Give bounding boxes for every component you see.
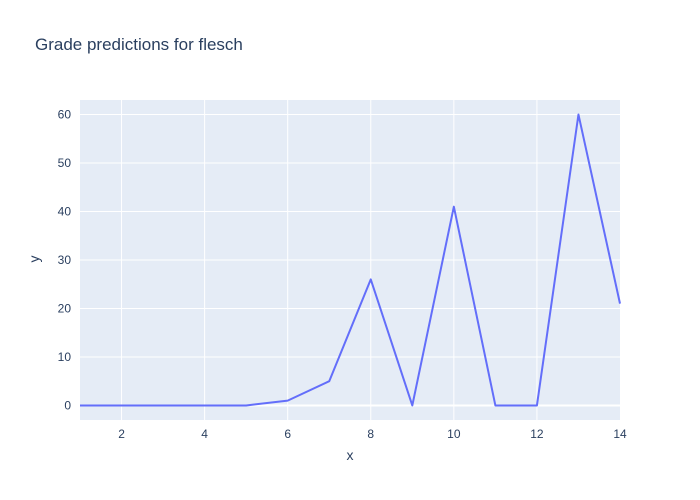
y-tick-label: 40 (58, 205, 72, 219)
series-layer (80, 113, 621, 407)
series-line-0 (80, 113, 621, 407)
y-tick-label: 60 (58, 108, 72, 122)
x-tick-label: 14 (613, 427, 627, 441)
x-tick-label: 4 (201, 427, 208, 441)
y-tick-labels: 0 10 20 30 40 50 60 (58, 108, 72, 413)
x-tick-label: 8 (367, 427, 374, 441)
chart-title: Grade predictions for flesch (35, 35, 243, 54)
x-tick-label: 12 (530, 427, 544, 441)
x-tick-label: 10 (447, 427, 461, 441)
y-tick-label: 10 (58, 350, 72, 364)
y-tick-label: 20 (58, 301, 72, 315)
x-tick-label: 6 (284, 427, 291, 441)
y-tick-label: 50 (58, 156, 72, 170)
y-tick-label: 30 (58, 253, 72, 267)
x-tick-label: 2 (118, 427, 125, 441)
y-axis-label: y (26, 256, 42, 263)
y-tick-label: 0 (64, 398, 71, 412)
x-tick-labels: 2 4 6 8 10 12 14 (118, 427, 627, 441)
x-axis-label: x (347, 447, 354, 463)
